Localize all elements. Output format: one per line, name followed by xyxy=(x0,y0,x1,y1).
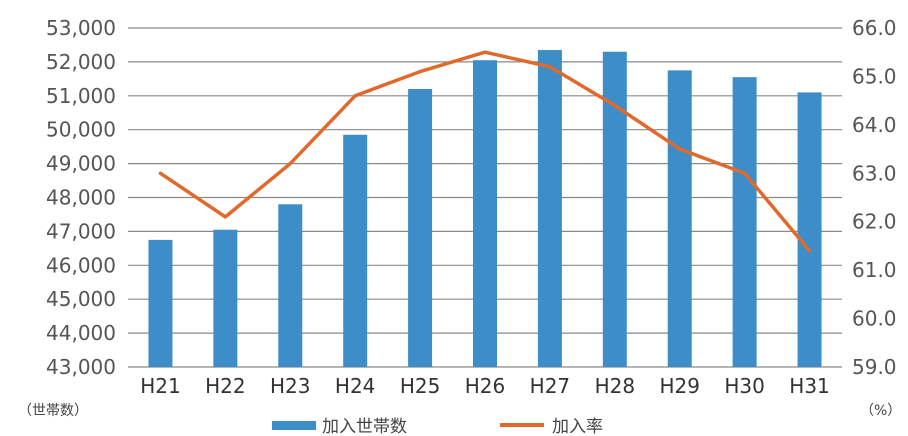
right-tick-label: 60.0 xyxy=(852,307,897,331)
right-axis-ticks: 59.0 60.0 61.0 62.0 63.0 64.0 65.0 66.0 xyxy=(852,16,897,379)
left-tick-label: 48,000 xyxy=(46,186,116,210)
x-tick-label: H22 xyxy=(205,374,246,398)
x-tick-label: H25 xyxy=(400,374,441,398)
line-point xyxy=(418,70,422,74)
line-point xyxy=(288,162,292,166)
x-tick-label: H28 xyxy=(595,374,636,398)
right-tick-label: 64.0 xyxy=(852,113,897,137)
right-axis-unit: （%） xyxy=(860,403,901,419)
left-tick-label: 49,000 xyxy=(46,152,116,176)
legend-swatch-households xyxy=(272,421,316,430)
left-tick-label: 51,000 xyxy=(46,84,116,108)
legend-swatch-rate xyxy=(500,423,544,427)
line-point xyxy=(678,147,682,151)
right-tick-label: 63.0 xyxy=(852,161,897,185)
bar xyxy=(278,204,303,367)
bar xyxy=(732,77,757,367)
right-tick-label: 65.0 xyxy=(852,64,897,88)
right-tick-label: 62.0 xyxy=(852,210,897,234)
bar xyxy=(537,50,562,367)
line-point xyxy=(223,215,227,219)
right-tick-label: 61.0 xyxy=(852,258,897,282)
line-point xyxy=(353,94,357,98)
right-tick-label: 59.0 xyxy=(852,355,897,379)
legend: 加入世帯数 加入率 xyxy=(272,417,603,436)
bar xyxy=(473,60,497,368)
bar xyxy=(797,92,822,367)
x-tick-label: H27 xyxy=(530,374,571,398)
legend-label-rate: 加入率 xyxy=(552,417,603,436)
right-tick-label: 66.0 xyxy=(852,16,897,40)
bar xyxy=(213,229,238,367)
bar xyxy=(408,89,433,368)
line-point xyxy=(808,249,812,253)
left-tick-label: 53,000 xyxy=(46,16,116,40)
line-point xyxy=(743,171,747,175)
left-tick-label: 45,000 xyxy=(46,287,116,311)
x-tick-label: H29 xyxy=(659,374,700,398)
line-point xyxy=(158,171,162,175)
left-tick-label: 52,000 xyxy=(46,50,116,74)
left-tick-label: 46,000 xyxy=(46,253,116,277)
left-tick-label: 50,000 xyxy=(46,118,116,142)
x-axis-ticks: H21 H22 H23 H24 H25 H26 H27 H28 H29 H30 H31 xyxy=(140,374,830,398)
x-tick-label: H24 xyxy=(335,374,376,398)
bar xyxy=(148,239,173,367)
line-point xyxy=(483,50,487,54)
bar xyxy=(667,70,692,367)
x-tick-label: H26 xyxy=(465,374,506,398)
x-tick-label: H23 xyxy=(270,374,311,398)
legend-label-households: 加入世帯数 xyxy=(322,417,407,436)
line-point xyxy=(548,65,552,69)
left-tick-label: 44,000 xyxy=(46,321,116,345)
left-tick-label: 43,000 xyxy=(46,355,116,379)
x-tick-label: H31 xyxy=(789,374,830,398)
line-series xyxy=(158,50,812,253)
left-axis-unit: （世帯数） xyxy=(18,403,88,419)
x-tick-label: H30 xyxy=(724,374,765,398)
left-axis-ticks: 43,000 44,000 45,000 46,000 47,000 48,000 49,0… xyxy=(46,16,116,379)
bar xyxy=(343,134,368,367)
left-tick-label: 47,000 xyxy=(46,219,116,243)
bar-series xyxy=(148,50,822,368)
line-point xyxy=(613,103,617,107)
x-tick-label: H21 xyxy=(140,374,181,398)
